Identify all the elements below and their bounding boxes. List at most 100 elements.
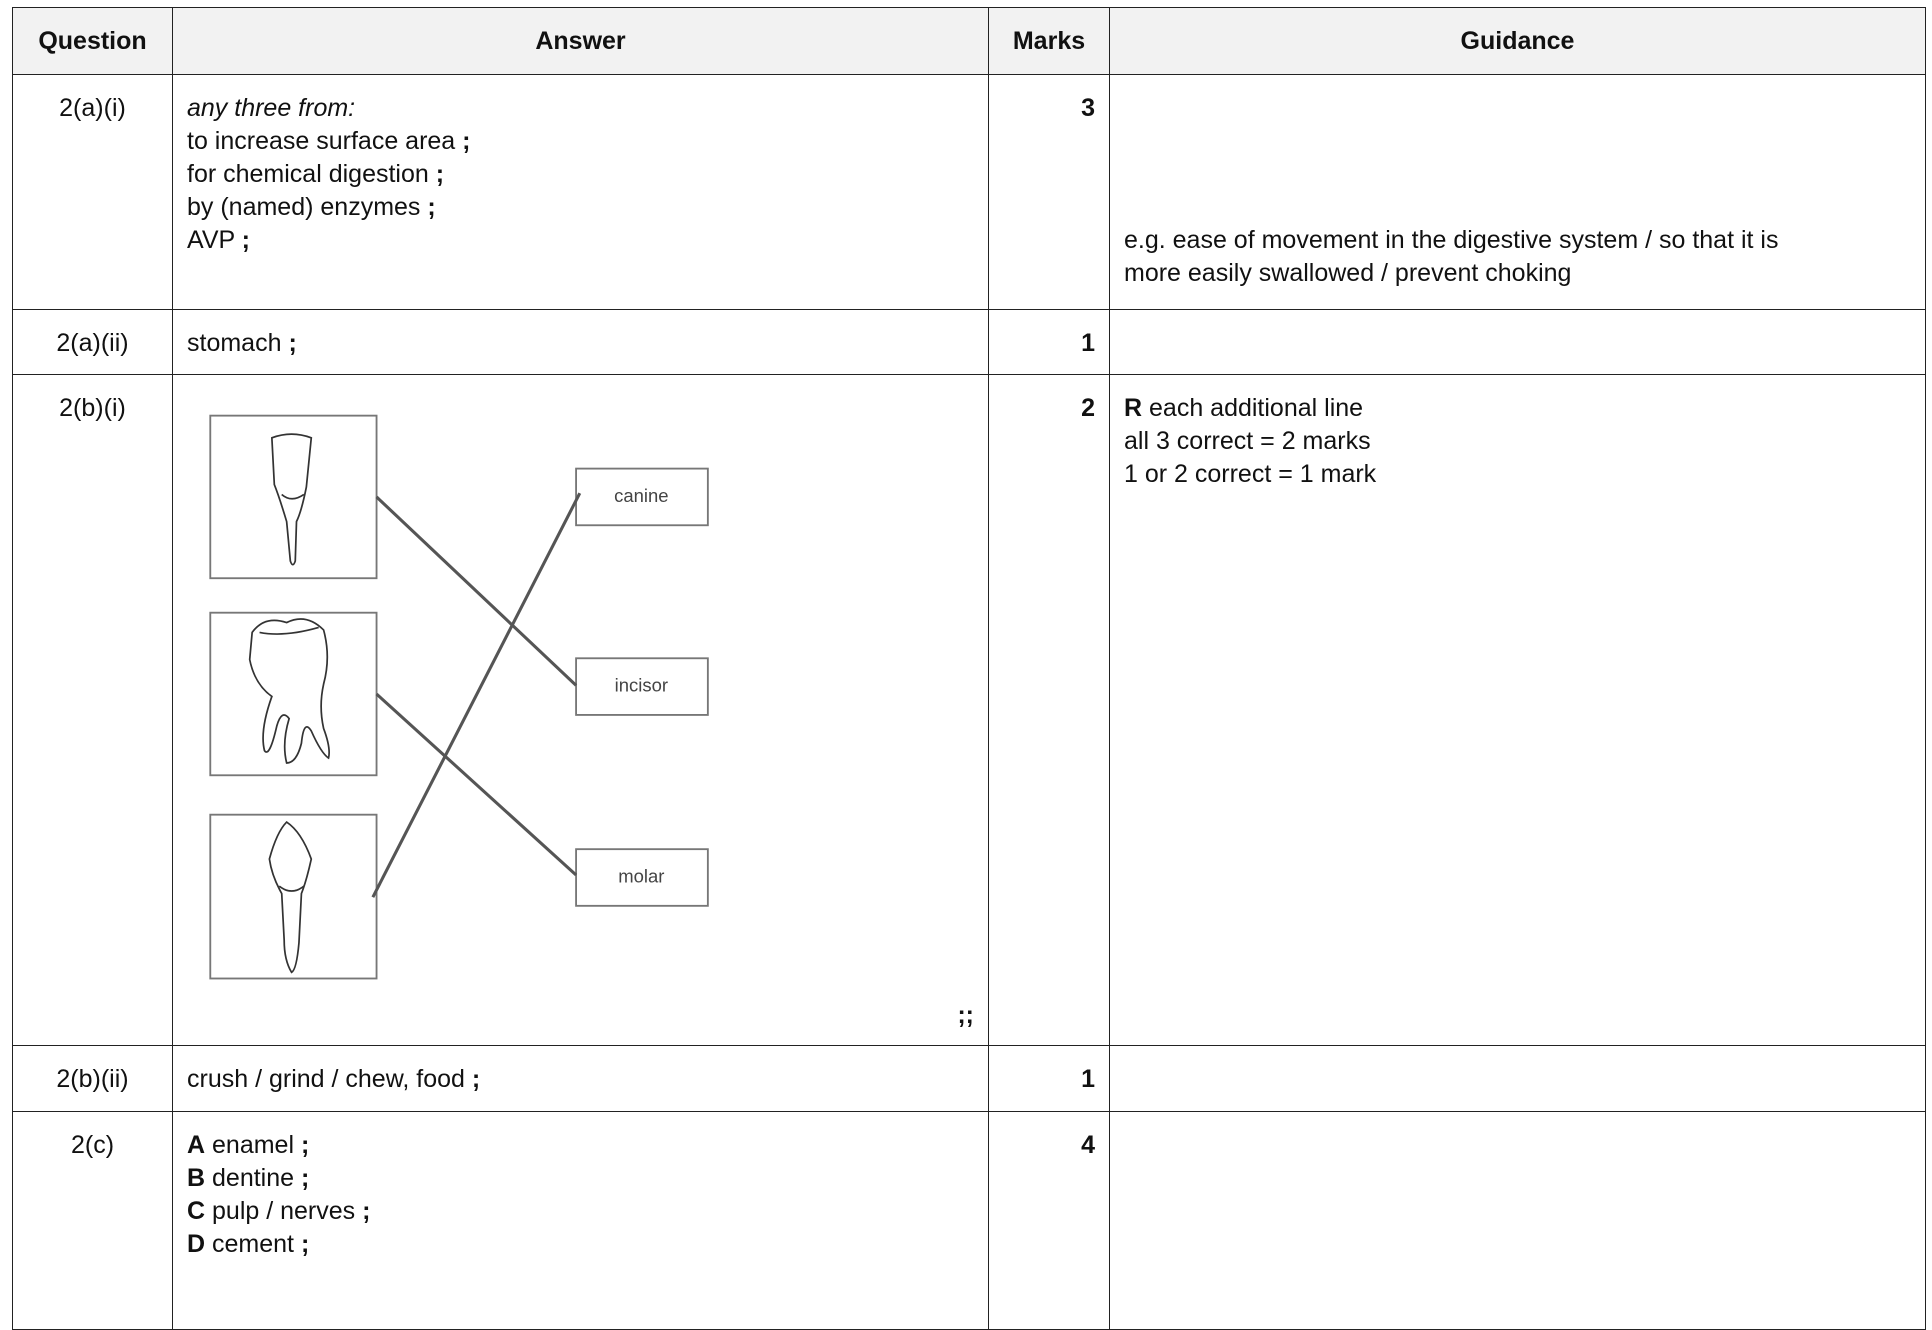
text-line: R each additional line [1124, 392, 1911, 425]
text-line: D cement ; [187, 1228, 974, 1261]
marking-points: ;; [957, 1002, 973, 1029]
question-cell: 2(a)(i) [12, 74, 173, 310]
answer-cell: canine incisor molar ;; [172, 374, 989, 1046]
text-run: R [1124, 394, 1143, 422]
header-cell: Guidance [1109, 7, 1926, 75]
label-box [575, 657, 709, 716]
question-cell: 2(a)(ii) [12, 309, 173, 375]
text-run: any three from: [187, 94, 356, 122]
text-line: to increase surface area ; [187, 125, 974, 158]
text-run: dentine [205, 1164, 301, 1192]
tooth-label: canine [614, 485, 668, 506]
page: Question Answer Marks Guidance 2(a)(i) an… [12, 7, 1926, 1330]
table-row: 2(a)(ii) stomach ; 1 [12, 309, 1926, 375]
marks-cell: 1 [988, 1045, 1110, 1112]
question-cell: 2(b)(ii) [12, 1045, 173, 1112]
text-line: all 3 correct = 2 marks [1124, 425, 1911, 458]
text-line: B dentine ; [187, 1162, 974, 1195]
tooth-label: molar [618, 865, 664, 886]
header-cell: Answer [172, 7, 989, 75]
text-line: stomach ; [187, 327, 974, 360]
marks-cell: 1 [988, 309, 1110, 375]
text-run: ; [435, 160, 445, 188]
guidance-cell [1109, 1045, 1926, 1112]
text-run: 1 or 2 correct = 1 mark [1124, 460, 1377, 488]
question-cell: 2(b)(i) [12, 374, 173, 1046]
text-run: ; [471, 1065, 481, 1093]
canine-drawing [268, 820, 313, 974]
guidance-cell: e.g. ease of movement in the digestive s… [1109, 74, 1926, 310]
table-row: 2(c) A enamel ; B dentine ; C pulp / nerves… [12, 1111, 1926, 1330]
guidance-cell: R each additional line all 3 correct = 2 … [1109, 374, 1926, 1046]
text-line: for chemical digestion ; [187, 158, 974, 191]
marks-cell: 2 [988, 374, 1110, 1046]
text-run: ; [300, 1230, 310, 1258]
header-cell: Marks [988, 7, 1110, 75]
question-cell: 2(c) [12, 1111, 173, 1330]
text-run: B [187, 1164, 206, 1192]
label-box [575, 848, 709, 907]
text-run: ; [362, 1197, 371, 1225]
text-run: ; [241, 226, 250, 254]
text-run: D [187, 1230, 206, 1258]
guidance-cell [1109, 309, 1926, 375]
table-body: 2(a)(i) any three from: to increase surfac… [12, 74, 1926, 1330]
incisor-line [281, 493, 305, 500]
marks-cell: 3 [988, 74, 1110, 310]
text-run: by (named) enzymes [187, 193, 428, 221]
match-line [375, 692, 578, 877]
mark-scheme-table: Question Answer Marks Guidance 2(a)(i) an… [12, 7, 1926, 1330]
tooth-matching-diagram: canine incisor molar ;; [209, 414, 974, 1029]
answer-cell: A enamel ; B dentine ; C pulp / nerves ; D … [172, 1111, 989, 1330]
tooth-label: incisor [615, 674, 668, 695]
text-line: A enamel ; [187, 1129, 974, 1162]
text-line: 1 or 2 correct = 1 mark [1124, 458, 1911, 491]
table-row: 2(b)(ii) crush / grind / chew, food ; 1 [12, 1045, 1926, 1112]
text-run: crush / grind / chew, food [187, 1065, 472, 1093]
text-run: C [187, 1197, 206, 1225]
molar-drawing [248, 618, 330, 764]
incisor-drawing [270, 433, 313, 566]
label-box [575, 467, 709, 527]
header-cell: Question [12, 7, 173, 75]
text-run: stomach [187, 329, 289, 357]
header-row: Question Answer Marks Guidance [12, 7, 1926, 75]
molar-line [259, 626, 319, 635]
marks-cell: 4 [988, 1111, 1110, 1330]
text-run: each additional line [1142, 394, 1364, 422]
text-run: e.g. ease of movement in the digestive s… [1124, 226, 1779, 254]
text-run: enamel [205, 1131, 301, 1159]
table-row: 2(a)(i) any three from: to increase surfac… [12, 74, 1926, 310]
text-run: AVP [187, 226, 242, 254]
text-run: all 3 correct = 2 marks [1124, 427, 1371, 455]
tooth-box [209, 611, 378, 777]
text-line: C pulp / nerves ; [187, 1195, 974, 1228]
answer-cell: any three from: to increase surface area … [172, 74, 989, 310]
text-line: e.g. ease of movement in the digestive s… [1124, 224, 1911, 257]
text-run: more easily swallowed / prevent choking [1124, 259, 1572, 287]
text-line: crush / grind / chew, food ; [187, 1063, 974, 1096]
text-run: ; [300, 1131, 310, 1159]
text-line: any three from: [187, 92, 974, 125]
match-line [371, 492, 582, 898]
text-run: to increase surface area [187, 127, 463, 155]
text-line: by (named) enzymes ; [187, 191, 974, 224]
text-run: ; [427, 193, 436, 221]
answer-cell: crush / grind / chew, food ; [172, 1045, 989, 1112]
text-run: ; [462, 127, 471, 155]
text-run: for chemical digestion [187, 160, 436, 188]
answer-cell: stomach ; [172, 309, 989, 375]
canine-line [278, 885, 305, 892]
text-run: ; [300, 1164, 310, 1192]
text-line: AVP ; [187, 224, 974, 257]
tooth-box [209, 414, 378, 580]
text-run: ; [288, 329, 297, 357]
text-run: cement [205, 1230, 301, 1258]
tooth-box [209, 813, 378, 980]
text-line: more easily swallowed / prevent choking [1124, 257, 1911, 290]
match-line [375, 495, 578, 687]
text-run: A [187, 1131, 206, 1159]
text-run: pulp / nerves [205, 1197, 363, 1225]
guidance-cell [1109, 1111, 1926, 1330]
